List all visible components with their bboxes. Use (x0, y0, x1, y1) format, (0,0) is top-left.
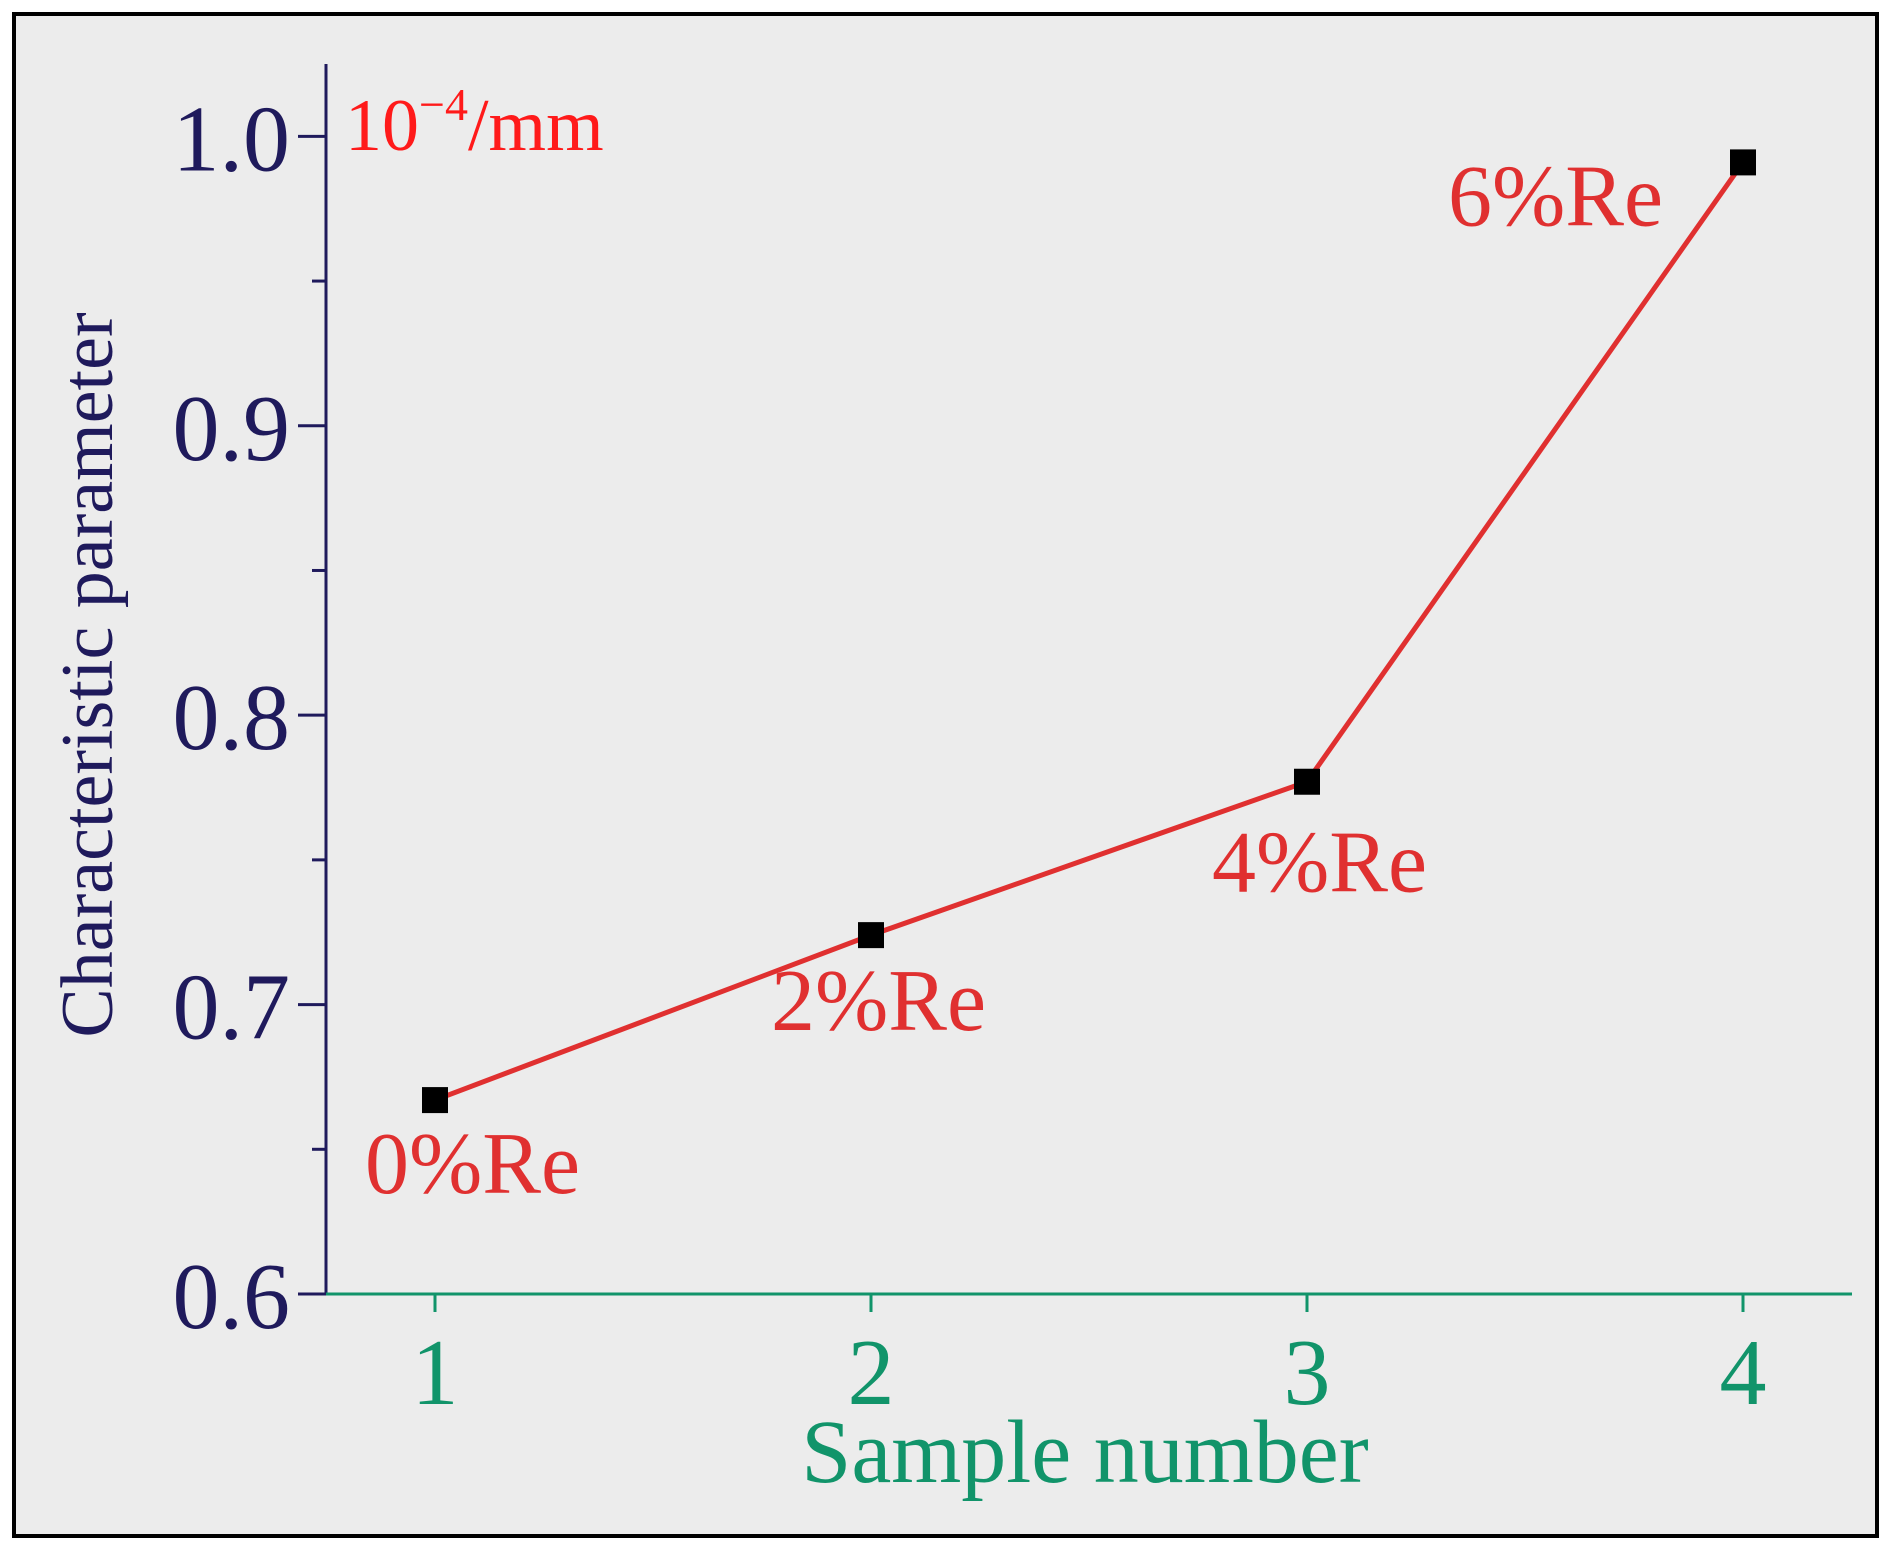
series-group: 0%Re 2%Re 4%Re 6%Re (365, 148, 1756, 1213)
unit-label: 10−4/mm (345, 79, 604, 167)
data-point-label: 4%Re (1212, 815, 1427, 912)
unit-label-suffix: /mm (468, 85, 604, 167)
unit-label-exponent: −4 (419, 79, 468, 130)
data-point-marker (422, 1087, 448, 1114)
y-tick-label: 0.9 (173, 377, 291, 481)
y-axis-label: Characteristic parameter (47, 312, 129, 1037)
x-tick-label: 3 (1284, 1321, 1331, 1425)
data-point-marker (858, 922, 884, 949)
data-point-label: 6%Re (1448, 148, 1663, 245)
x-tick-label: 4 (1720, 1321, 1767, 1425)
x-axis-label: Sample number (801, 1403, 1368, 1502)
data-point-marker (1730, 149, 1756, 176)
x-tick-label: 2 (848, 1321, 895, 1425)
unit-label-base: 10 (345, 85, 419, 167)
x-axis: 1 2 3 4 (326, 1292, 1852, 1425)
data-point-marker (1294, 768, 1320, 795)
data-point-label: 2%Re (771, 953, 986, 1050)
y-tick-label: 1.0 (173, 87, 291, 191)
y-tick-label: 0.6 (173, 1245, 291, 1349)
y-tick-label: 0.8 (173, 666, 291, 770)
x-tick-label: 1 (412, 1321, 459, 1425)
y-tick-label: 0.7 (173, 956, 291, 1060)
series-line (434, 160, 1746, 1103)
data-point-label: 0%Re (365, 1116, 580, 1213)
y-axis: 0.6 0.7 0.8 0.9 1.0 (173, 64, 328, 1349)
